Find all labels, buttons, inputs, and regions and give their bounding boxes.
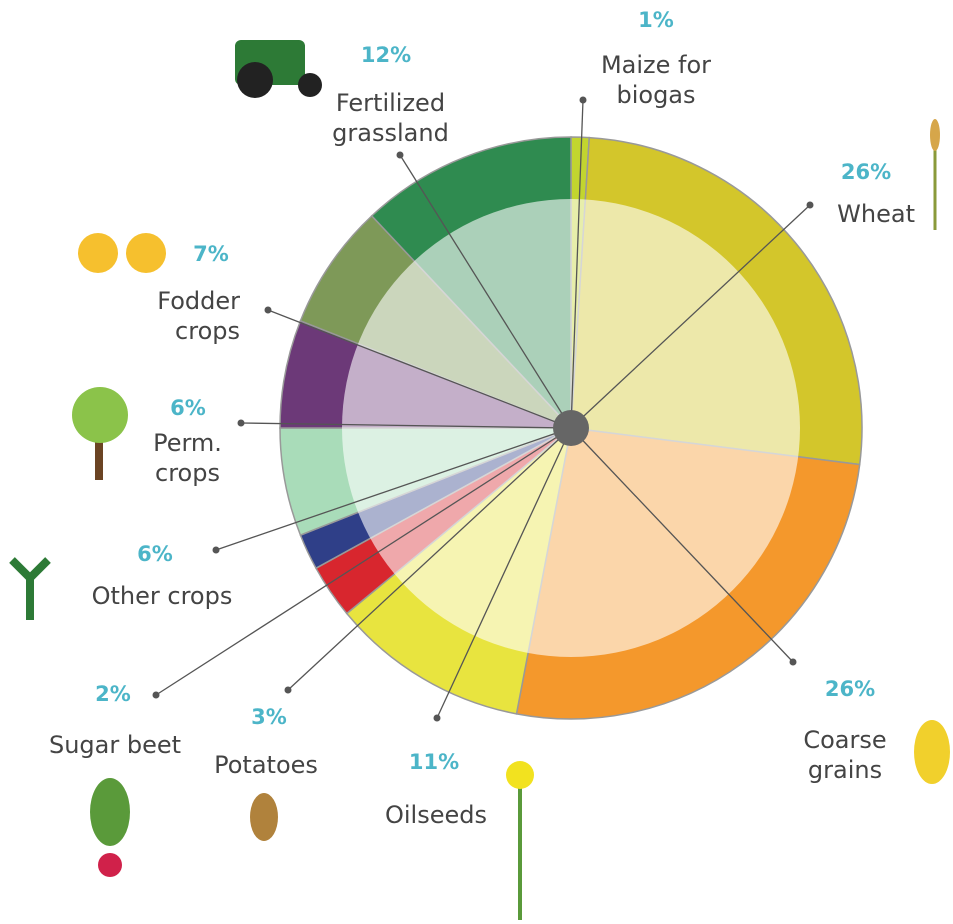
category-label: Potatoes — [196, 750, 336, 780]
leader-dot — [213, 547, 220, 554]
value-label: 26% — [826, 160, 906, 184]
leader-dot — [153, 692, 160, 699]
value-label: 11% — [394, 750, 474, 774]
category-label: Maize for biogas — [586, 50, 726, 110]
center-dot — [553, 410, 589, 446]
value-label: 1% — [616, 8, 696, 32]
value-label: 26% — [810, 677, 890, 701]
chart: 1% Maize for biogas 26% Wheat 26% Coarse grai… — [0, 0, 953, 924]
category-label: Wheat — [790, 199, 915, 229]
leader-dot — [397, 152, 404, 159]
leader-dot — [265, 307, 272, 314]
value-label: 7% — [171, 242, 251, 266]
category-label: Oilseeds — [376, 800, 496, 830]
category-label: Sugar beet — [35, 730, 195, 760]
value-label: 6% — [115, 542, 195, 566]
value-label: 6% — [148, 396, 228, 420]
leader-dot — [434, 715, 441, 722]
leader-dot — [790, 659, 797, 666]
leader-dot — [285, 687, 292, 694]
value-label: 2% — [73, 682, 153, 706]
value-label: 3% — [229, 705, 309, 729]
category-label: Fodder crops — [120, 286, 240, 346]
category-label: Perm. crops — [140, 428, 235, 488]
value-label: 12% — [346, 43, 426, 67]
category-label: Coarse grains — [790, 725, 900, 785]
category-label: Fertilized grassland — [318, 88, 463, 148]
leader-dot — [238, 420, 245, 427]
category-label: Other crops — [72, 581, 252, 611]
